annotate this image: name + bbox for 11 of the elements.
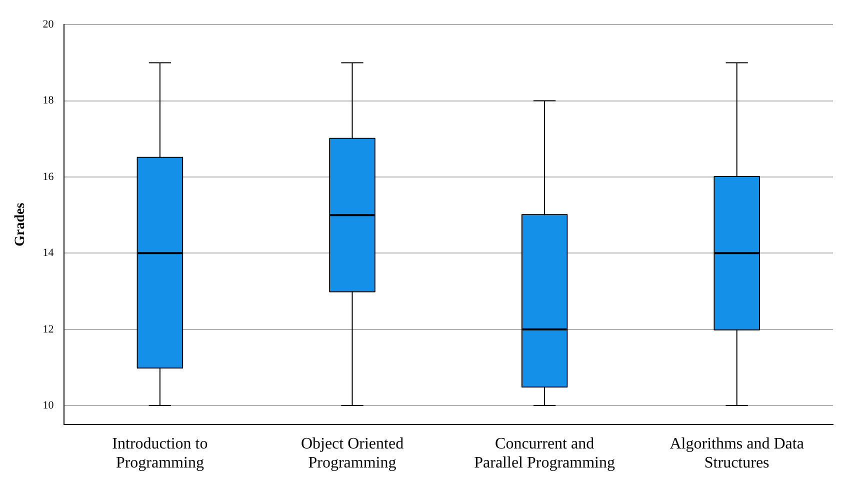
y-tick-label: 20 xyxy=(42,18,54,30)
y-tick-label: 18 xyxy=(42,94,54,107)
x-tick-label: Introduction to Programming xyxy=(112,435,208,472)
x-tick-label: Concurrent and Parallel Programming xyxy=(474,435,615,472)
y-axis-title: Grades xyxy=(13,202,28,246)
x-tick-label: Algorithms and Data Structures xyxy=(670,435,804,472)
x-tick-label: Object Oriented Programming xyxy=(300,435,404,472)
y-tick-label: 10 xyxy=(42,399,54,412)
y-tick-label: 12 xyxy=(42,323,54,336)
y-tick-label: 14 xyxy=(42,247,54,260)
y-tick-label: 16 xyxy=(42,170,54,183)
